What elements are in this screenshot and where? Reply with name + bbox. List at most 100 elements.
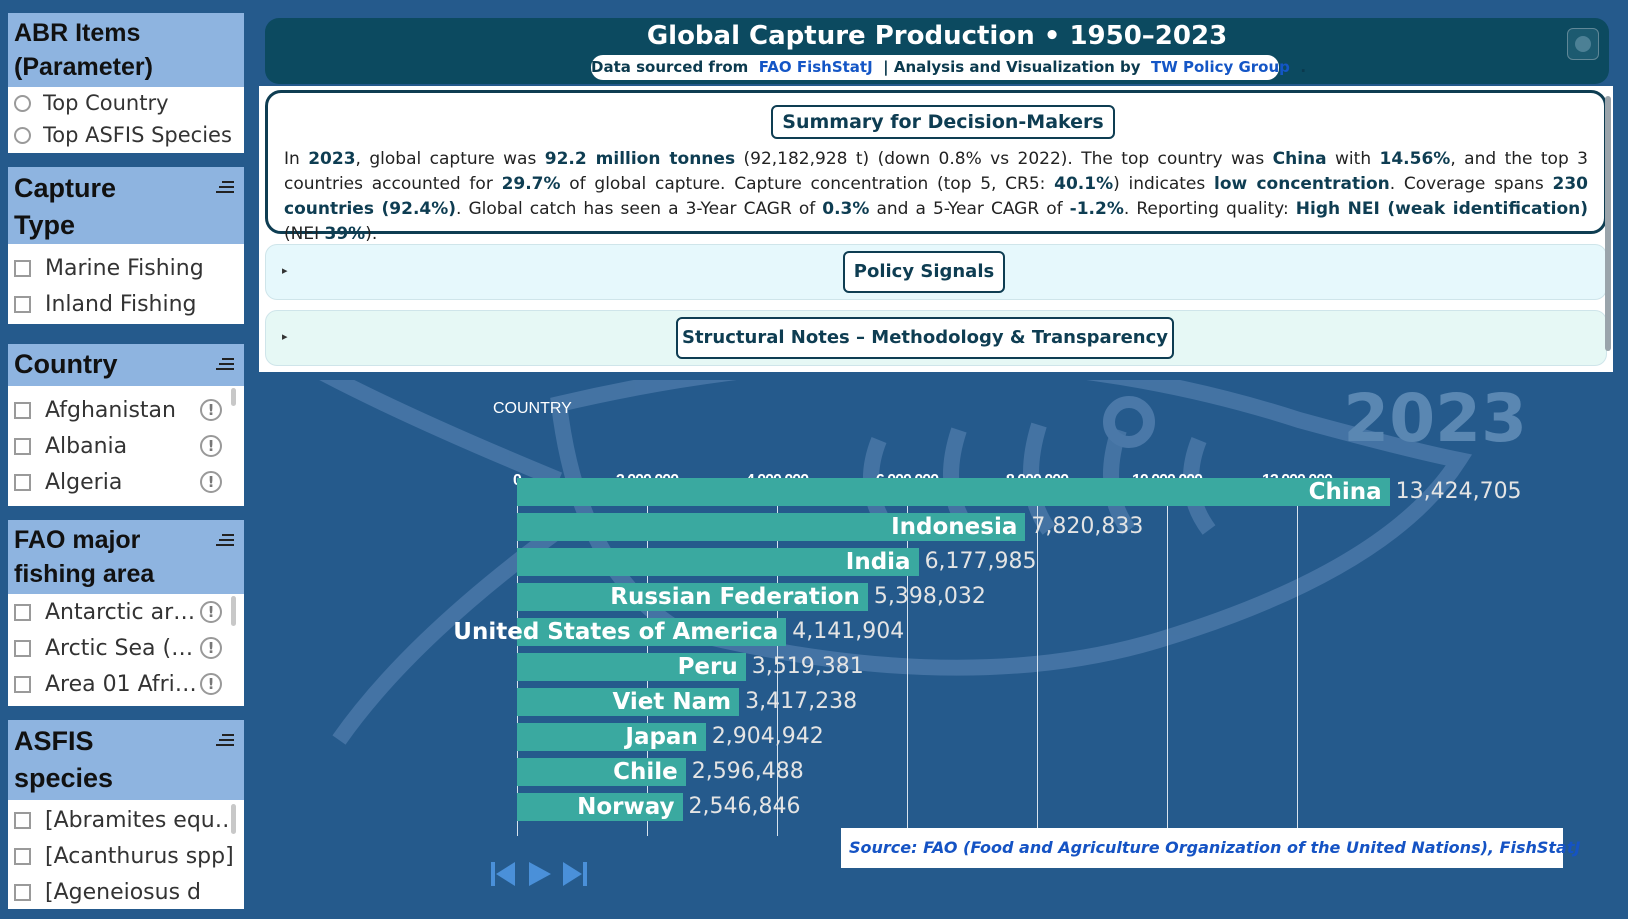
checkbox[interactable] (14, 437, 31, 455)
tw-policy-group-link[interactable]: TW Policy Group (1151, 58, 1290, 76)
bar-value-label: 4,141,904 (792, 619, 905, 644)
slicer-fao-area: FAO major fishing area Antarctic ar… ! A… (8, 520, 244, 706)
checkbox-label: Albania (45, 433, 128, 459)
checkbox-marine-fishing[interactable]: Marine Fishing (14, 250, 244, 286)
bar-category-label: Japan (625, 724, 698, 750)
checkbox-inland-fishing[interactable]: Inland Fishing (14, 286, 244, 322)
slicer-title: Capture Type (14, 173, 117, 240)
bar-category-label: Viet Nam (612, 689, 732, 715)
radio-label: Top Country (43, 91, 169, 115)
bar[interactable] (517, 513, 1026, 541)
logo-icon[interactable] (1567, 28, 1599, 60)
skip-forward-icon[interactable] (561, 858, 589, 890)
menu-icon[interactable] (216, 358, 234, 372)
slicer-header: Capture Type (8, 167, 244, 244)
report-header: Global Capture Production • 1950–2023 Da… (265, 18, 1609, 84)
menu-icon[interactable] (216, 534, 234, 548)
bar-category-label: Peru (677, 654, 738, 680)
bar[interactable] (517, 548, 919, 576)
bar-value-label: 13,424,705 (1395, 479, 1522, 504)
checkbox[interactable] (14, 675, 31, 693)
policy-signals-section[interactable]: ▸ Policy Signals (265, 244, 1607, 300)
checkbox-acanthurus[interactable]: [Acanthurus spp] (14, 838, 244, 874)
scrollbar[interactable] (231, 388, 236, 406)
bar[interactable] (517, 688, 740, 716)
slicer-items: Marine Fishing Inland Fishing (8, 244, 244, 322)
scrollbar[interactable] (1605, 96, 1611, 351)
slicer-title: FAO major fishing area (14, 526, 155, 588)
checkbox-ageneiosus[interactable]: [Ageneiosus d (14, 874, 244, 909)
y-axis-label: COUNTRY (493, 400, 572, 417)
warning-icon: ! (200, 435, 222, 457)
radio-label: Top ASFIS Species (43, 123, 232, 147)
warning-icon: ! (200, 673, 222, 695)
radio-button[interactable] (14, 94, 31, 112)
bar[interactable] (517, 478, 1390, 506)
slicer-title: Country (14, 349, 118, 379)
checkbox-label: Inland Fishing (45, 291, 197, 317)
page-title: Global Capture Production • 1950–2023 (646, 21, 1228, 51)
structural-notes-section[interactable]: ▸ Structural Notes – Methodology & Trans… (265, 310, 1607, 366)
expand-arrow-icon[interactable]: ▸ (282, 264, 288, 277)
menu-icon[interactable] (216, 181, 234, 195)
bar-value-label: 2,904,942 (711, 724, 824, 749)
checkbox-label: [Ageneiosus d (45, 879, 202, 905)
slicer-items: Top Country Top ASFIS Species (8, 87, 244, 151)
checkbox[interactable] (14, 473, 31, 491)
expand-arrow-icon[interactable]: ▸ (282, 330, 288, 343)
bar[interactable] (517, 583, 868, 611)
checkbox-area-01[interactable]: Area 01 Afri… ! (14, 666, 244, 702)
bar-category-label: Norway (577, 794, 675, 820)
checkbox[interactable] (14, 811, 31, 829)
gridline (1297, 496, 1298, 836)
checkbox-label: Area 01 Afri… (45, 671, 197, 697)
gridline (777, 496, 778, 836)
radio-top-asfis-species[interactable]: Top ASFIS Species (14, 119, 244, 151)
bar[interactable] (517, 793, 683, 821)
checkbox[interactable] (14, 259, 31, 277)
menu-icon[interactable] (216, 734, 234, 748)
checkbox[interactable] (14, 401, 31, 419)
checkbox-albania[interactable]: Albania ! (14, 428, 244, 464)
summary-text: In 2023, global capture was 92.2 million… (284, 149, 1589, 244)
checkbox[interactable] (14, 883, 31, 901)
checkbox[interactable] (14, 295, 31, 313)
slicer-header: FAO major fishing area (8, 520, 244, 594)
bar[interactable] (517, 758, 686, 786)
analysis-prefix: | Analysis and Visualization by (883, 58, 1141, 76)
skip-back-icon[interactable] (489, 858, 517, 890)
bar-category-label: China (1308, 479, 1382, 505)
checkbox[interactable] (14, 847, 31, 865)
checkbox-antarctic[interactable]: Antarctic ar… ! (14, 594, 244, 630)
structural-notes-title: Structural Notes – Methodology & Transpa… (676, 317, 1174, 359)
bar[interactable] (517, 618, 787, 646)
source-note: Source: FAO (Food and Agriculture Organi… (841, 828, 1580, 868)
checkbox-afghanistan[interactable]: Afghanistan ! (14, 392, 244, 428)
bar-value-label: 3,519,381 (751, 654, 864, 679)
slicer-items: Antarctic ar… ! Arctic Sea (… ! Area 01 … (8, 594, 244, 702)
fishstatj-link[interactable]: FAO FishStatJ (758, 58, 873, 76)
warning-icon: ! (200, 399, 222, 421)
play-icon[interactable] (525, 858, 553, 890)
checkbox[interactable] (14, 639, 31, 657)
checkbox-label: [Acanthurus spp] (45, 843, 234, 869)
slicer-asfis-species: ASFIS species [Abramites equ… [Acanthuru… (8, 720, 244, 909)
bar-chart-race: 2023 COUNTRY 02,000,0004,000,0006,000,00… (259, 380, 1613, 908)
checkbox-arctic-sea[interactable]: Arctic Sea (… ! (14, 630, 244, 666)
checkbox-abramites[interactable]: [Abramites equ… (14, 802, 244, 838)
scrollbar[interactable] (231, 596, 236, 626)
data-source-banner: Data sourced from FAO FishStatJ | Analys… (591, 55, 1306, 80)
bar-value-label: 2,596,488 (691, 759, 804, 784)
bar-category-label: Indonesia (891, 514, 1018, 540)
bar[interactable] (517, 723, 706, 751)
checkbox-algeria[interactable]: Algeria ! (14, 464, 244, 500)
policy-signals-title: Policy Signals (843, 251, 1005, 293)
checkbox-label: Antarctic ar… (45, 599, 196, 625)
radio-top-country[interactable]: Top Country (14, 87, 244, 119)
bar-category-label: United States of America (453, 619, 779, 645)
radio-button[interactable] (14, 126, 31, 144)
checkbox[interactable] (14, 603, 31, 621)
checkbox-label: Marine Fishing (45, 255, 204, 281)
scrollbar[interactable] (231, 804, 236, 834)
bar[interactable] (517, 653, 746, 681)
